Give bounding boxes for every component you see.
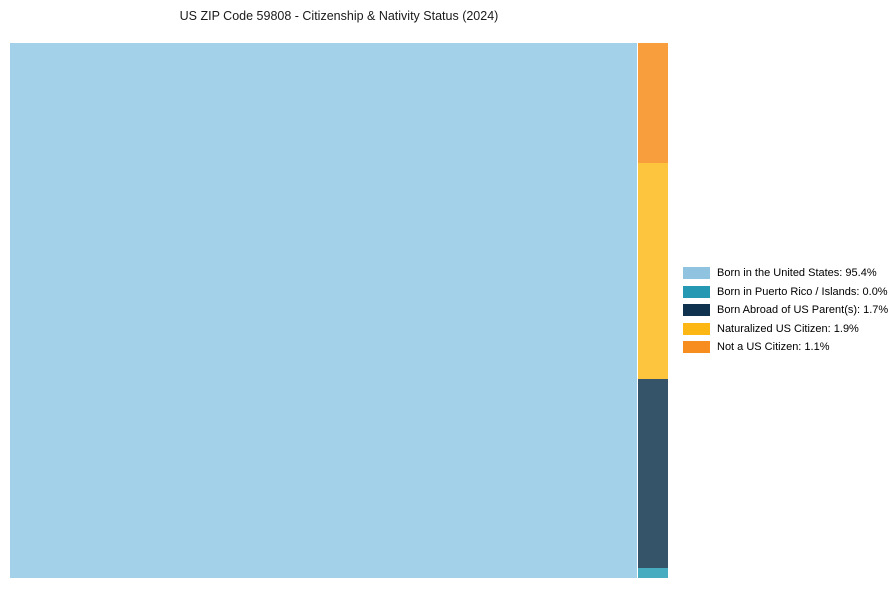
treemap-tile-born-abroad-of-us-parents	[638, 379, 668, 568]
chart-title: US ZIP Code 59808 - Citizenship & Nativi…	[179, 9, 499, 23]
treemap-tile-born-in-puerto-rico-islands	[638, 568, 668, 578]
legend-swatch-born-in-puerto-rico-islands	[683, 285, 710, 298]
legend-swatch-born-abroad-of-us-parents	[683, 304, 710, 317]
legend-item-born-in-puerto-rico-islands: Born in Puerto Rico / Islands: 0.0%	[683, 285, 888, 299]
legend-swatch-naturalized-us-citizen	[683, 322, 710, 335]
treemap-plot	[10, 43, 668, 578]
legend-item-not-a-us-citizen: Not a US Citizen: 1.1%	[683, 341, 888, 354]
legend-swatch-born-in-united-states	[683, 267, 710, 280]
treemap-tile-naturalized-us-citizen	[638, 163, 668, 379]
legend-swatch-not-a-us-citizen	[683, 341, 710, 354]
legend-item-naturalized-us-citizen: Naturalized US Citizen: 1.9%	[683, 322, 888, 336]
legend-label: Naturalized US Citizen: 1.9%	[717, 322, 859, 335]
treemap-tile-born-in-united-states	[10, 43, 637, 578]
legend: Born in the United States: 95.4% Born in…	[683, 267, 888, 360]
legend-item-born-abroad-of-us-parents: Born Abroad of US Parent(s): 1.7%	[683, 304, 888, 317]
treemap-tile-not-a-us-citizen	[638, 43, 668, 163]
legend-label: Born in the United States: 95.4%	[717, 267, 877, 280]
legend-label: Born Abroad of US Parent(s): 1.7%	[717, 304, 889, 317]
legend-label: Not a US Citizen: 1.1%	[717, 341, 830, 354]
legend-label: Born in Puerto Rico / Islands: 0.0%	[717, 285, 888, 298]
legend-item-born-in-united-states: Born in the United States: 95.4%	[683, 267, 888, 280]
